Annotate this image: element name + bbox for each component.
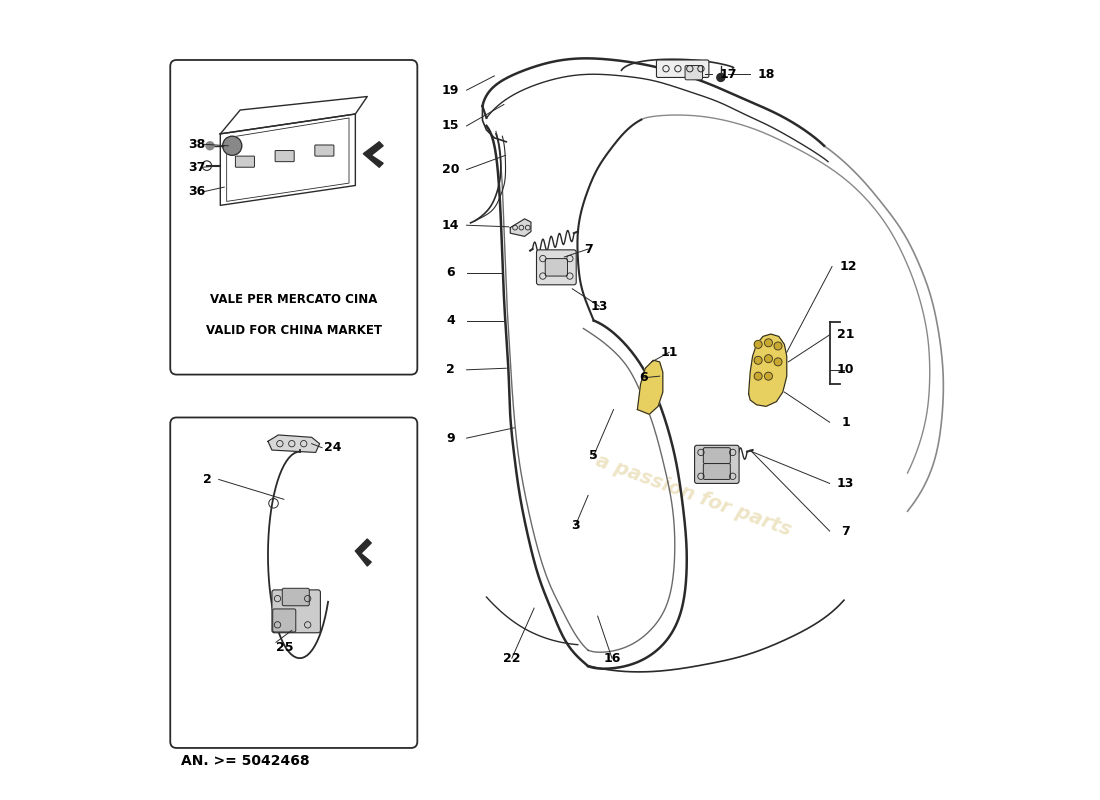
Polygon shape xyxy=(355,539,372,566)
FancyBboxPatch shape xyxy=(275,150,294,162)
Text: 19: 19 xyxy=(442,84,460,97)
Polygon shape xyxy=(510,219,531,236)
FancyBboxPatch shape xyxy=(272,590,320,633)
FancyBboxPatch shape xyxy=(703,448,730,463)
FancyBboxPatch shape xyxy=(685,66,703,80)
Text: 24: 24 xyxy=(323,441,341,454)
Polygon shape xyxy=(637,360,663,414)
Circle shape xyxy=(755,372,762,380)
FancyBboxPatch shape xyxy=(315,145,334,156)
Text: 38: 38 xyxy=(188,138,206,150)
Text: 12: 12 xyxy=(839,260,857,273)
Text: 3: 3 xyxy=(571,519,580,532)
Text: 7: 7 xyxy=(842,525,850,538)
Text: 13: 13 xyxy=(591,300,608,313)
FancyBboxPatch shape xyxy=(694,446,739,483)
Text: 21: 21 xyxy=(837,328,855,342)
Text: 13: 13 xyxy=(837,477,855,490)
Circle shape xyxy=(764,354,772,362)
Text: VALE PER MERCATO CINA: VALE PER MERCATO CINA xyxy=(210,293,377,306)
Text: 4: 4 xyxy=(447,314,455,327)
Text: a passion for parts: a passion for parts xyxy=(593,451,793,540)
Text: 5: 5 xyxy=(590,449,598,462)
Text: 25: 25 xyxy=(276,642,294,654)
Circle shape xyxy=(764,339,772,346)
FancyBboxPatch shape xyxy=(170,60,417,374)
Polygon shape xyxy=(363,142,383,167)
Circle shape xyxy=(755,356,762,364)
Text: 18: 18 xyxy=(758,68,774,81)
Circle shape xyxy=(774,358,782,366)
Circle shape xyxy=(755,341,762,348)
FancyBboxPatch shape xyxy=(546,258,568,276)
Text: VALID FOR CHINA MARKET: VALID FOR CHINA MARKET xyxy=(206,323,382,337)
Text: 15: 15 xyxy=(442,119,460,133)
FancyBboxPatch shape xyxy=(170,418,417,748)
FancyBboxPatch shape xyxy=(657,60,708,78)
Text: 14: 14 xyxy=(442,218,460,232)
Text: 16: 16 xyxy=(603,652,620,665)
Text: 1: 1 xyxy=(842,416,850,429)
Circle shape xyxy=(222,136,242,155)
Text: 7: 7 xyxy=(584,242,593,255)
Text: 2: 2 xyxy=(202,473,211,486)
Circle shape xyxy=(764,372,772,380)
FancyBboxPatch shape xyxy=(283,588,309,606)
Circle shape xyxy=(717,74,725,82)
Text: 9: 9 xyxy=(447,432,455,445)
Text: 36: 36 xyxy=(188,186,206,198)
Polygon shape xyxy=(749,334,786,406)
FancyBboxPatch shape xyxy=(273,609,296,632)
Polygon shape xyxy=(268,435,320,453)
Text: 22: 22 xyxy=(503,652,520,665)
Text: 2: 2 xyxy=(447,363,455,376)
Text: 20: 20 xyxy=(442,163,460,176)
FancyBboxPatch shape xyxy=(703,463,730,479)
FancyBboxPatch shape xyxy=(235,156,254,167)
Text: 17: 17 xyxy=(719,68,737,81)
Circle shape xyxy=(774,342,782,350)
Text: AN. >= 5042468: AN. >= 5042468 xyxy=(180,754,309,769)
Circle shape xyxy=(206,142,214,150)
Text: 37: 37 xyxy=(188,161,206,174)
Text: 6: 6 xyxy=(447,266,455,279)
Text: 6: 6 xyxy=(639,371,648,384)
FancyBboxPatch shape xyxy=(537,250,576,285)
Text: 10: 10 xyxy=(837,363,855,376)
Text: 11: 11 xyxy=(660,346,678,359)
